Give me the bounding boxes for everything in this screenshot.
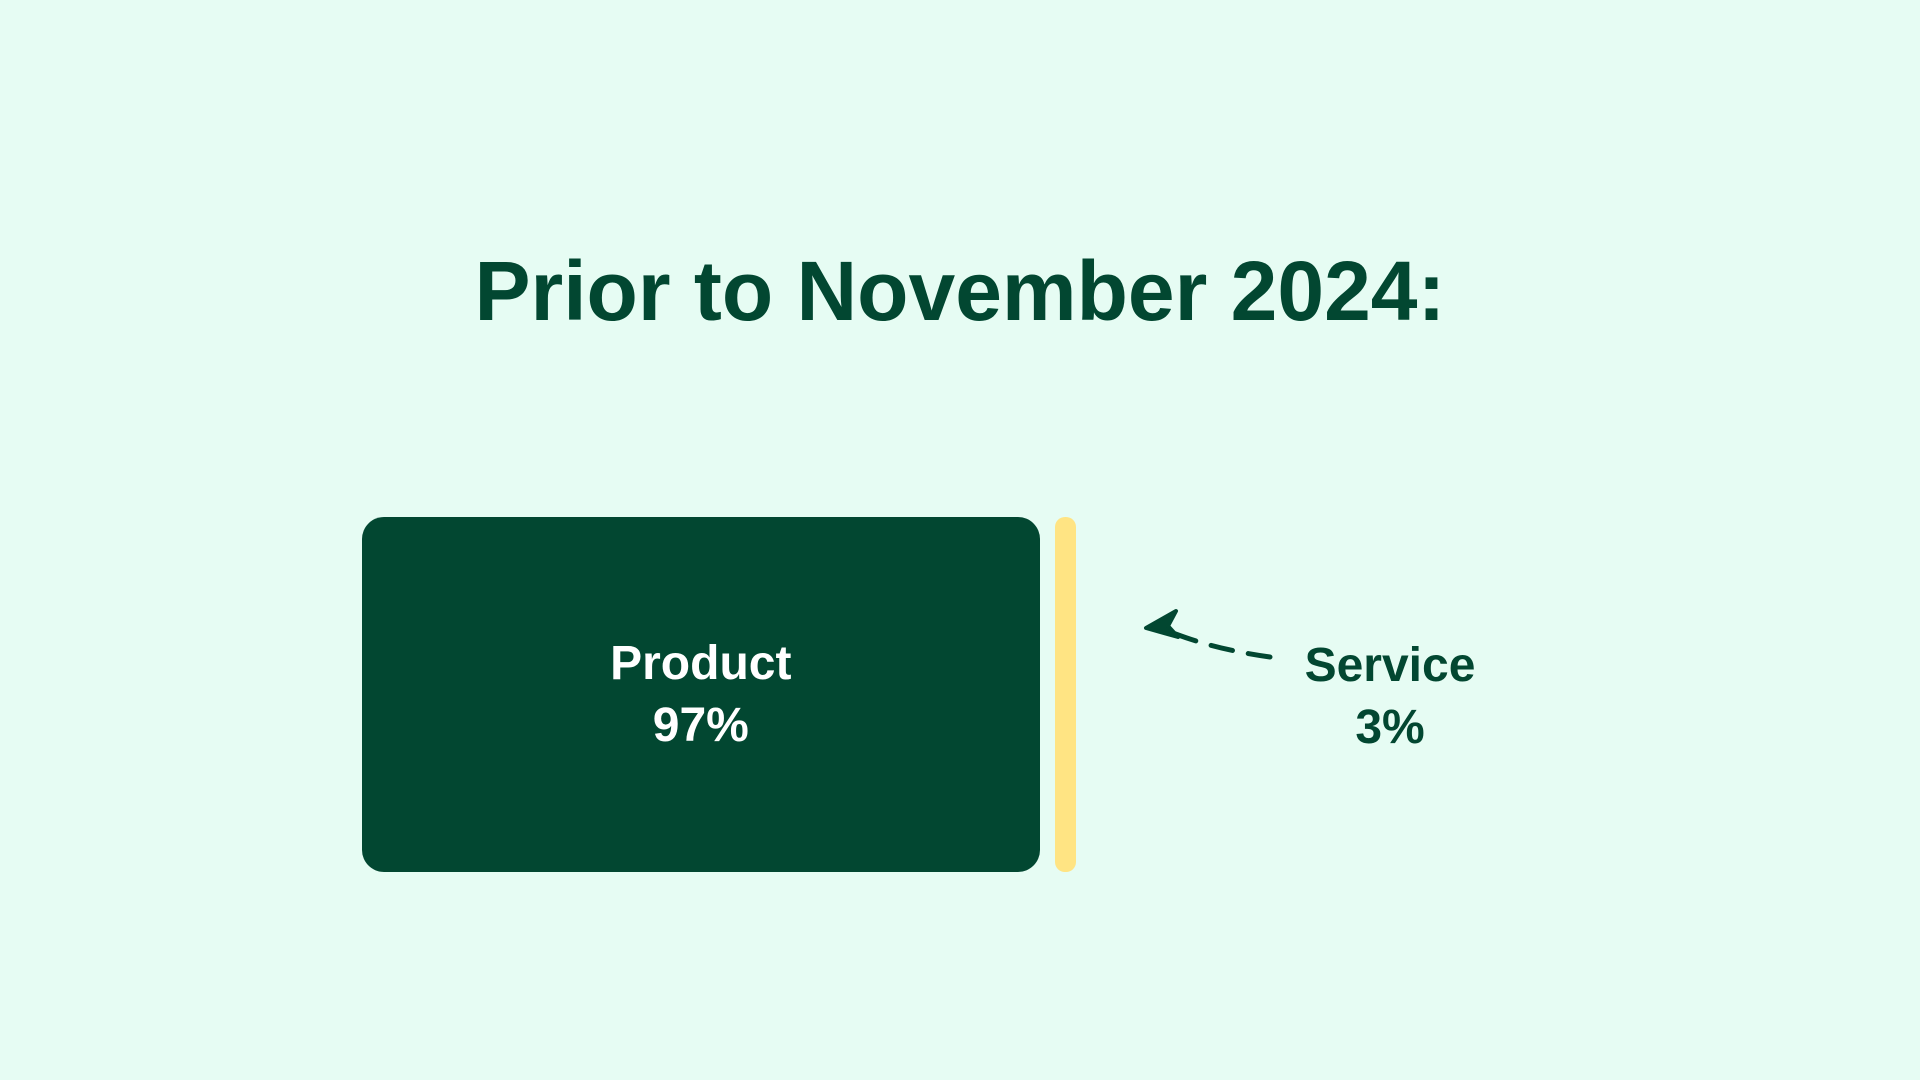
- chart-title: Prior to November 2024:: [474, 244, 1446, 338]
- data-label-product: Product 97%: [362, 633, 1040, 757]
- category-label-product: Product: [610, 636, 792, 690]
- value-label-product: 97%: [652, 698, 749, 752]
- arrow-head: [1144, 609, 1180, 639]
- value-label-service: 3%: [1355, 701, 1425, 754]
- data-label-service: Service 3%: [1250, 635, 1530, 759]
- bar-product: [362, 517, 1040, 872]
- bar-service: [1054, 517, 1076, 872]
- category-label-service: Service: [1304, 639, 1476, 692]
